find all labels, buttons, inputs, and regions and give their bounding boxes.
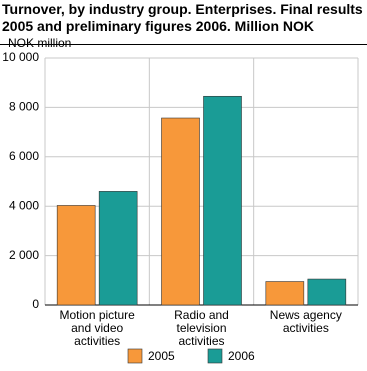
bar (161, 117, 200, 306)
y-tick-label: 0 (32, 297, 39, 311)
legend-label: 2005 (148, 349, 175, 363)
y-axis-label: NOK million (8, 36, 71, 50)
x-tick-label: News agency activities (269, 308, 342, 335)
bar (98, 191, 138, 306)
y-tick-label: 4 000 (9, 198, 39, 212)
y-tick-label: 2 000 (9, 248, 39, 262)
legend-swatch (127, 348, 143, 364)
x-tick-label: Motion picture and video activities (59, 308, 135, 348)
chart-title: Turnover, by industry group. Enterprises… (2, 1, 363, 34)
bar (56, 205, 96, 306)
bar (307, 278, 347, 306)
legend-swatch (207, 348, 223, 364)
bar (265, 281, 305, 306)
x-tick-label: Radio and television activities (174, 308, 229, 348)
legend-label: 2006 (228, 349, 255, 363)
y-tick-label: 6 000 (9, 149, 39, 163)
y-tick-label: 10 000 (2, 50, 39, 64)
y-tick-label: 8 000 (9, 100, 39, 114)
bar (203, 95, 242, 306)
